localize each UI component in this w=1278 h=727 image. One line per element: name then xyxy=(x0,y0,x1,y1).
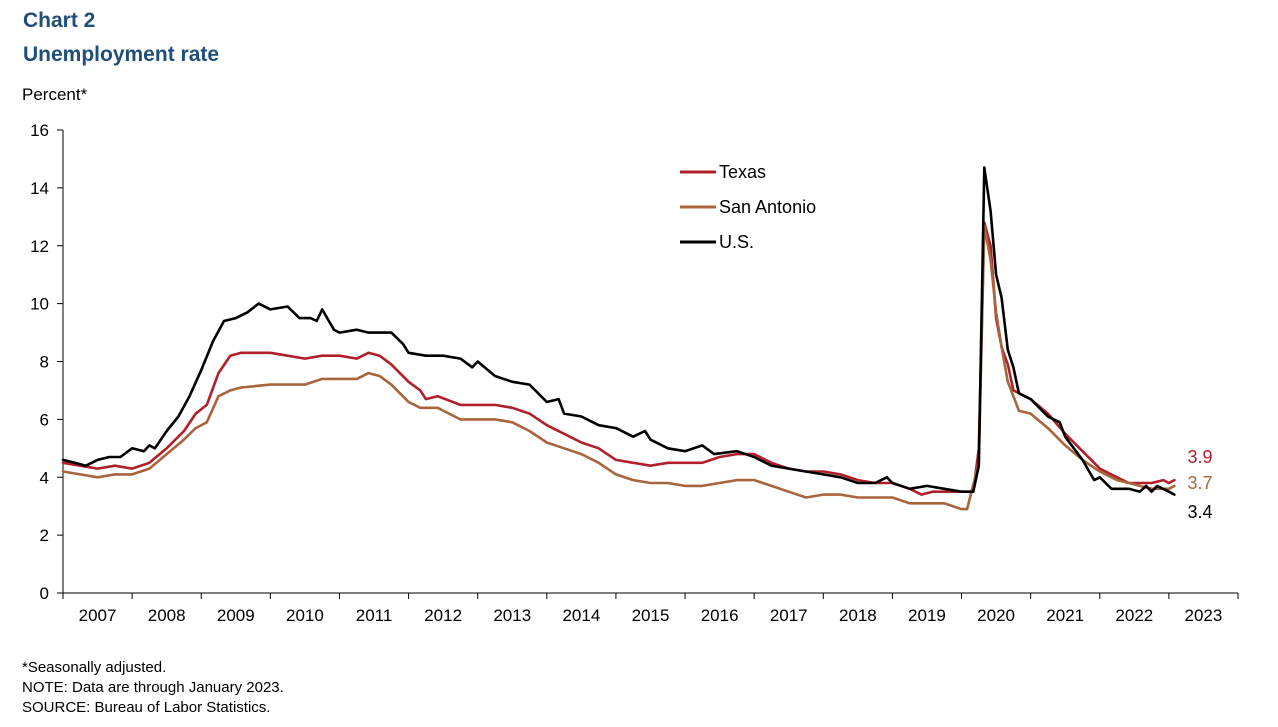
x-tick-label: 2022 xyxy=(1115,606,1153,625)
series-line-san-antonio xyxy=(61,224,1176,511)
x-tick-label: 2021 xyxy=(1046,606,1084,625)
y-tick-label: 16 xyxy=(30,121,49,140)
chart-end-labels: 3.9 3.7 3.4 xyxy=(1187,447,1212,522)
chart-series xyxy=(61,166,1176,511)
end-label-texas: 3.9 xyxy=(1187,447,1212,467)
end-label-us: 3.4 xyxy=(1187,502,1212,522)
legend-label-texas: Texas xyxy=(719,162,766,182)
y-tick-label: 8 xyxy=(40,353,49,372)
legend-label-san-antonio: San Antonio xyxy=(719,197,816,217)
y-tick-label: 6 xyxy=(40,410,49,429)
data-note: NOTE: Data are through January 2023. xyxy=(22,679,284,696)
footnote: *Seasonally adjusted. xyxy=(22,659,167,676)
chart-title: Unemployment rate xyxy=(23,43,220,66)
y-tick-label: 0 xyxy=(40,584,49,603)
source-note: SOURCE: Bureau of Labor Statistics. xyxy=(22,699,271,716)
chart-notes: *Seasonally adjusted. NOTE: Data are thr… xyxy=(22,658,284,718)
x-tick-label: 2019 xyxy=(908,606,946,625)
chart-axes: 0 2 4 6 8 10 12 14 16 2007 2008 2009 2010 2011 2012 201… xyxy=(30,121,1239,625)
chart-number: Chart 2 xyxy=(23,9,96,32)
x-tick-label: 2023 xyxy=(1185,606,1223,625)
y-tick-label: 12 xyxy=(30,237,49,256)
end-label-san-antonio: 3.7 xyxy=(1187,473,1212,493)
y-axis-label: Percent* xyxy=(22,85,88,104)
x-tick-label: 2017 xyxy=(770,606,808,625)
x-tick-label: 2007 xyxy=(79,606,117,625)
x-tick-label: 2014 xyxy=(562,606,600,625)
y-tick-label: 14 xyxy=(30,179,49,198)
x-tick-label: 2009 xyxy=(217,606,255,625)
x-tick-label: 2010 xyxy=(286,606,324,625)
y-tick-label: 4 xyxy=(40,468,49,487)
x-tick-label: 2011 xyxy=(356,606,393,625)
x-tick-label: 2013 xyxy=(493,606,531,625)
y-tick-label: 2 xyxy=(40,526,49,545)
x-tick-label: 2018 xyxy=(839,606,877,625)
x-tick-label: 2012 xyxy=(424,606,462,625)
series-line-us xyxy=(61,166,1176,496)
legend-label-us: U.S. xyxy=(719,232,754,252)
series-line-texas xyxy=(61,221,1176,496)
chart-legend: Texas San Antonio U.S. xyxy=(680,162,816,252)
x-tick-label: 2008 xyxy=(148,606,186,625)
x-tick-label: 2020 xyxy=(977,606,1015,625)
x-tick-label: 2015 xyxy=(632,606,670,625)
y-tick-label: 10 xyxy=(30,295,49,314)
x-tick-label: 2016 xyxy=(701,606,739,625)
